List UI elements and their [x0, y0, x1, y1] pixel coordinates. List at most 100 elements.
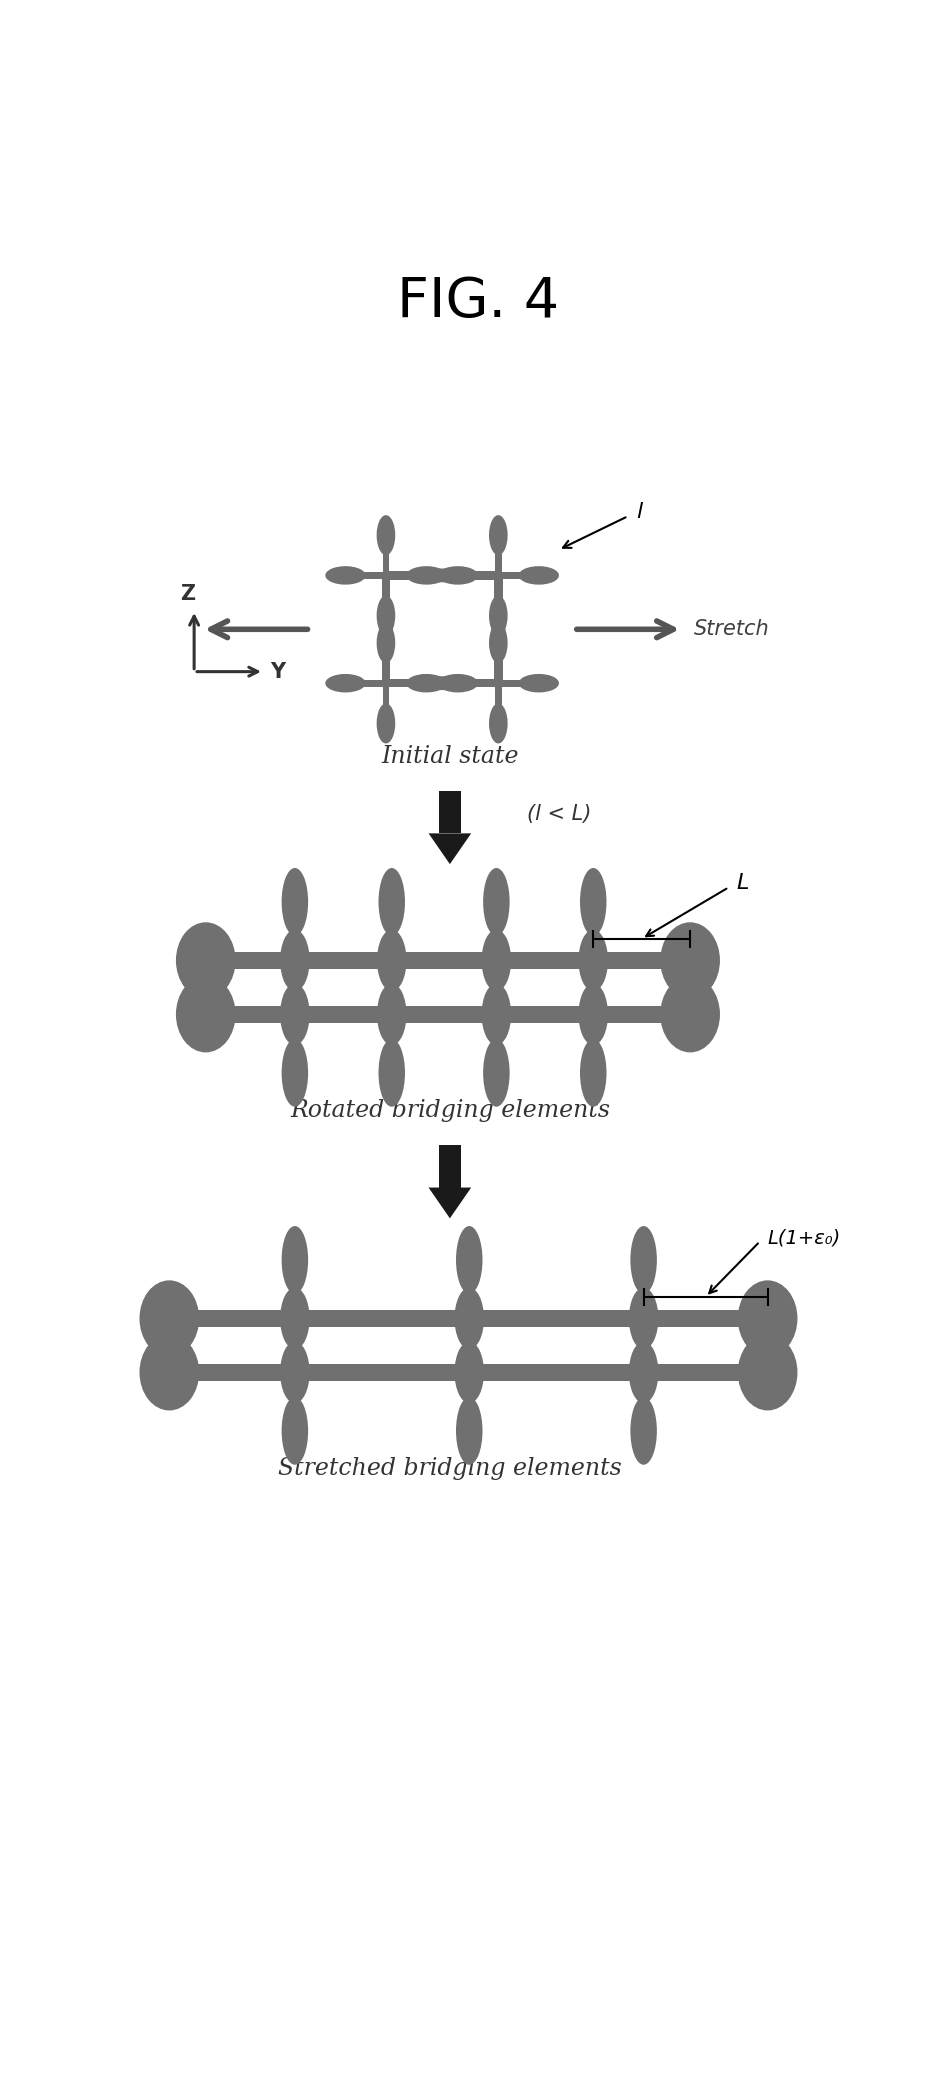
Bar: [463, 1319, 476, 1373]
Ellipse shape: [406, 567, 447, 584]
Text: L(1+ε₀): L(1+ε₀): [768, 1228, 841, 1247]
Text: Initial state: Initial state: [381, 746, 519, 769]
Text: l: l: [636, 502, 642, 523]
Bar: [494, 657, 502, 682]
Ellipse shape: [377, 624, 396, 664]
Ellipse shape: [438, 567, 478, 584]
Ellipse shape: [379, 1040, 405, 1107]
Ellipse shape: [580, 867, 606, 937]
Bar: [360, 680, 386, 687]
Text: Z: Z: [180, 584, 196, 605]
Ellipse shape: [282, 1226, 308, 1294]
Bar: [386, 571, 498, 580]
Ellipse shape: [661, 976, 720, 1052]
Ellipse shape: [454, 1342, 484, 1403]
Ellipse shape: [377, 596, 396, 636]
Ellipse shape: [580, 1040, 606, 1107]
Bar: [385, 960, 398, 1014]
Ellipse shape: [489, 704, 508, 743]
Ellipse shape: [489, 596, 508, 636]
Ellipse shape: [738, 1334, 798, 1411]
Ellipse shape: [519, 567, 559, 584]
Bar: [490, 960, 503, 1014]
Ellipse shape: [377, 514, 396, 554]
Text: Stretched bridging elements: Stretched bridging elements: [278, 1457, 621, 1480]
Bar: [386, 678, 498, 687]
Bar: [473, 571, 498, 580]
Ellipse shape: [377, 983, 407, 1046]
Bar: [494, 682, 502, 708]
Ellipse shape: [438, 674, 478, 693]
Text: Y: Y: [270, 662, 285, 682]
Ellipse shape: [481, 983, 511, 1046]
Ellipse shape: [738, 1281, 798, 1357]
Ellipse shape: [483, 867, 509, 937]
Ellipse shape: [456, 1226, 482, 1294]
Ellipse shape: [481, 930, 511, 991]
Bar: [587, 960, 600, 1014]
Ellipse shape: [406, 674, 447, 693]
Polygon shape: [428, 1189, 471, 1218]
Ellipse shape: [176, 922, 236, 997]
Bar: [288, 1319, 301, 1373]
Text: L: L: [737, 874, 749, 892]
Ellipse shape: [428, 569, 456, 582]
Ellipse shape: [629, 1342, 659, 1403]
Ellipse shape: [629, 1287, 659, 1350]
Bar: [473, 680, 498, 687]
Ellipse shape: [326, 567, 366, 584]
Text: Rotated bridging elements: Rotated bridging elements: [290, 1098, 610, 1121]
Ellipse shape: [282, 1396, 308, 1466]
Text: Stretch: Stretch: [694, 620, 770, 638]
Ellipse shape: [280, 1342, 310, 1403]
Ellipse shape: [140, 1334, 199, 1411]
Ellipse shape: [661, 922, 720, 997]
Ellipse shape: [631, 1226, 657, 1294]
Bar: [494, 575, 502, 601]
Bar: [498, 680, 524, 687]
Bar: [383, 657, 389, 682]
Ellipse shape: [280, 983, 310, 1046]
Ellipse shape: [282, 867, 308, 937]
Ellipse shape: [176, 976, 236, 1052]
Ellipse shape: [377, 930, 407, 991]
Ellipse shape: [280, 1287, 310, 1350]
Ellipse shape: [489, 514, 508, 554]
Ellipse shape: [140, 1281, 199, 1357]
Bar: [360, 571, 386, 580]
Ellipse shape: [379, 615, 393, 643]
Bar: [386, 680, 411, 687]
Bar: [288, 960, 301, 1014]
Ellipse shape: [492, 615, 506, 643]
Polygon shape: [428, 834, 471, 865]
Ellipse shape: [379, 867, 405, 937]
Ellipse shape: [456, 1396, 482, 1466]
Bar: [494, 550, 502, 575]
Bar: [439, 1144, 461, 1189]
Bar: [439, 792, 461, 834]
Bar: [637, 1319, 650, 1373]
Bar: [494, 575, 503, 683]
Ellipse shape: [578, 983, 608, 1046]
Bar: [206, 1006, 690, 1023]
Ellipse shape: [454, 1287, 484, 1350]
Bar: [169, 1310, 768, 1327]
Ellipse shape: [519, 674, 559, 693]
Ellipse shape: [578, 930, 608, 991]
Ellipse shape: [280, 930, 310, 991]
Bar: [498, 571, 524, 580]
Bar: [386, 571, 411, 580]
Ellipse shape: [377, 704, 396, 743]
Bar: [383, 575, 389, 601]
Ellipse shape: [326, 674, 366, 693]
Bar: [169, 1363, 768, 1382]
Ellipse shape: [428, 676, 456, 691]
Bar: [382, 575, 390, 683]
Ellipse shape: [282, 1040, 308, 1107]
Text: (l < L): (l < L): [527, 804, 592, 823]
Ellipse shape: [483, 1040, 509, 1107]
Ellipse shape: [489, 624, 508, 664]
Bar: [383, 550, 389, 575]
Bar: [383, 682, 389, 708]
Text: FIG. 4: FIG. 4: [397, 275, 559, 330]
